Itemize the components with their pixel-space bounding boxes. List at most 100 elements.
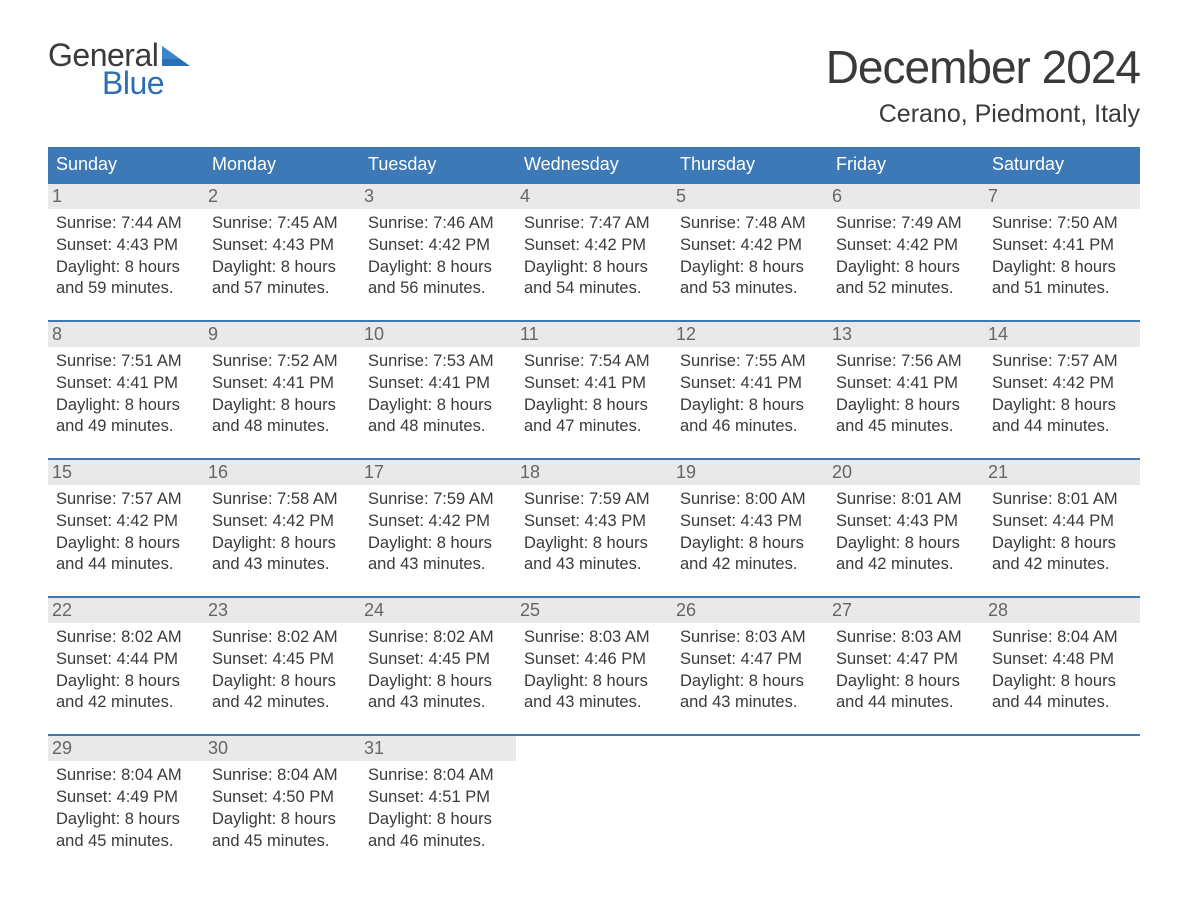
day-d2: and 48 minutes.	[212, 416, 352, 438]
day-d2: and 45 minutes.	[836, 416, 976, 438]
day-sunrise: Sunrise: 7:49 AM	[836, 213, 976, 235]
day-body: Sunrise: 8:02 AMSunset: 4:44 PMDaylight:…	[56, 627, 196, 714]
day-cell: 31Sunrise: 8:04 AMSunset: 4:51 PMDayligh…	[360, 736, 516, 852]
day-sunrise: Sunrise: 8:04 AM	[992, 627, 1132, 649]
weekday-sun: Sunday	[48, 147, 204, 182]
day-cell: 8Sunrise: 7:51 AMSunset: 4:41 PMDaylight…	[48, 322, 204, 438]
day-sunset: Sunset: 4:43 PM	[680, 511, 820, 533]
day-body: Sunrise: 7:59 AMSunset: 4:43 PMDaylight:…	[524, 489, 664, 576]
day-sunset: Sunset: 4:41 PM	[56, 373, 196, 395]
weekday-fri: Friday	[828, 147, 984, 182]
day-d1: Daylight: 8 hours	[680, 257, 820, 279]
day-number: 20	[828, 460, 984, 485]
day-cell: 14Sunrise: 7:57 AMSunset: 4:42 PMDayligh…	[984, 322, 1140, 438]
day-d2: and 44 minutes.	[836, 692, 976, 714]
day-d1: Daylight: 8 hours	[212, 257, 352, 279]
day-d1: Daylight: 8 hours	[992, 395, 1132, 417]
day-sunset: Sunset: 4:41 PM	[992, 235, 1132, 257]
day-sunrise: Sunrise: 7:57 AM	[56, 489, 196, 511]
day-d2: and 49 minutes.	[56, 416, 196, 438]
day-d1: Daylight: 8 hours	[56, 257, 196, 279]
day-cell: 15Sunrise: 7:57 AMSunset: 4:42 PMDayligh…	[48, 460, 204, 576]
day-cell: 5Sunrise: 7:48 AMSunset: 4:42 PMDaylight…	[672, 184, 828, 300]
day-sunset: Sunset: 4:42 PM	[368, 511, 508, 533]
day-number: 8	[48, 322, 204, 347]
day-d2: and 42 minutes.	[680, 554, 820, 576]
day-sunrise: Sunrise: 8:03 AM	[836, 627, 976, 649]
month-title: December 2024	[826, 40, 1140, 94]
day-number: 4	[516, 184, 672, 209]
day-number: 13	[828, 322, 984, 347]
day-sunrise: Sunrise: 7:48 AM	[680, 213, 820, 235]
day-sunset: Sunset: 4:43 PM	[836, 511, 976, 533]
day-cell: 20 Sunrise: 8:01 AMSunset: 4:43 PMDayligh…	[828, 460, 984, 576]
day-number: 9	[204, 322, 360, 347]
day-sunset: Sunset: 4:43 PM	[212, 235, 352, 257]
day-cell: 21Sunrise: 8:01 AMSunset: 4:44 PMDayligh…	[984, 460, 1140, 576]
logo-text-bottom: Blue	[48, 68, 190, 98]
day-cell	[828, 736, 984, 852]
day-body: Sunrise: 8:02 AMSunset: 4:45 PMDaylight:…	[368, 627, 508, 714]
day-number: 19	[672, 460, 828, 485]
day-number	[984, 736, 1140, 761]
day-d1: Daylight: 8 hours	[992, 257, 1132, 279]
day-sunset: Sunset: 4:41 PM	[212, 373, 352, 395]
day-number	[672, 736, 828, 761]
day-cell	[516, 736, 672, 852]
day-number: 1	[48, 184, 204, 209]
day-body: Sunrise: 7:53 AMSunset: 4:41 PMDaylight:…	[368, 351, 508, 438]
day-number: 6	[828, 184, 984, 209]
day-d1: Daylight: 8 hours	[680, 671, 820, 693]
day-sunset: Sunset: 4:42 PM	[680, 235, 820, 257]
day-body: Sunrise: 8:00 AMSunset: 4:43 PMDaylight:…	[680, 489, 820, 576]
weekday-sat: Saturday	[984, 147, 1140, 182]
day-d2: and 45 minutes.	[56, 831, 196, 853]
day-d2: and 45 minutes.	[212, 831, 352, 853]
day-d2: and 43 minutes.	[368, 692, 508, 714]
day-sunrise: Sunrise: 7:44 AM	[56, 213, 196, 235]
day-sunset: Sunset: 4:41 PM	[524, 373, 664, 395]
day-number: 25	[516, 598, 672, 623]
day-number: 7	[984, 184, 1140, 209]
day-number	[828, 736, 984, 761]
day-sunrise: Sunrise: 7:51 AM	[56, 351, 196, 373]
day-d2: and 48 minutes.	[368, 416, 508, 438]
day-cell: 29Sunrise: 8:04 AMSunset: 4:49 PMDayligh…	[48, 736, 204, 852]
day-number	[516, 736, 672, 761]
day-sunset: Sunset: 4:51 PM	[368, 787, 508, 809]
day-d1: Daylight: 8 hours	[836, 533, 976, 555]
day-body: Sunrise: 7:47 AMSunset: 4:42 PMDaylight:…	[524, 213, 664, 300]
day-d1: Daylight: 8 hours	[524, 671, 664, 693]
day-body: Sunrise: 8:03 AMSunset: 4:47 PMDaylight:…	[680, 627, 820, 714]
day-d1: Daylight: 8 hours	[836, 395, 976, 417]
day-sunrise: Sunrise: 8:02 AM	[368, 627, 508, 649]
day-sunset: Sunset: 4:45 PM	[212, 649, 352, 671]
day-d2: and 44 minutes.	[992, 416, 1132, 438]
day-cell: 17Sunrise: 7:59 AMSunset: 4:42 PMDayligh…	[360, 460, 516, 576]
logo-flag-icon	[162, 46, 190, 69]
day-number: 16	[204, 460, 360, 485]
day-body: Sunrise: 8:02 AMSunset: 4:45 PMDaylight:…	[212, 627, 352, 714]
day-d2: and 42 minutes.	[212, 692, 352, 714]
day-sunset: Sunset: 4:41 PM	[680, 373, 820, 395]
day-sunset: Sunset: 4:47 PM	[836, 649, 976, 671]
day-body: Sunrise: 8:01 AMSunset: 4:44 PMDaylight:…	[992, 489, 1132, 576]
day-number: 2	[204, 184, 360, 209]
day-sunset: Sunset: 4:45 PM	[368, 649, 508, 671]
day-sunset: Sunset: 4:42 PM	[368, 235, 508, 257]
day-d2: and 51 minutes.	[992, 278, 1132, 300]
day-d1: Daylight: 8 hours	[212, 809, 352, 831]
day-sunrise: Sunrise: 8:02 AM	[212, 627, 352, 649]
day-number: 22	[48, 598, 204, 623]
day-cell: 23Sunrise: 8:02 AMSunset: 4:45 PMDayligh…	[204, 598, 360, 714]
day-cell: 22 Sunrise: 8:02 AMSunset: 4:44 PMDayligh…	[48, 598, 204, 714]
day-d1: Daylight: 8 hours	[212, 395, 352, 417]
day-cell: 3Sunrise: 7:46 AMSunset: 4:42 PMDaylight…	[360, 184, 516, 300]
day-cell: 4 Sunrise: 7:47 AMSunset: 4:42 PMDaylight…	[516, 184, 672, 300]
day-body: Sunrise: 7:57 AMSunset: 4:42 PMDaylight:…	[56, 489, 196, 576]
day-sunrise: Sunrise: 8:01 AM	[836, 489, 976, 511]
day-body: Sunrise: 7:48 AMSunset: 4:42 PMDaylight:…	[680, 213, 820, 300]
day-d2: and 43 minutes.	[524, 554, 664, 576]
day-number: 12	[672, 322, 828, 347]
day-cell: 24Sunrise: 8:02 AMSunset: 4:45 PMDayligh…	[360, 598, 516, 714]
